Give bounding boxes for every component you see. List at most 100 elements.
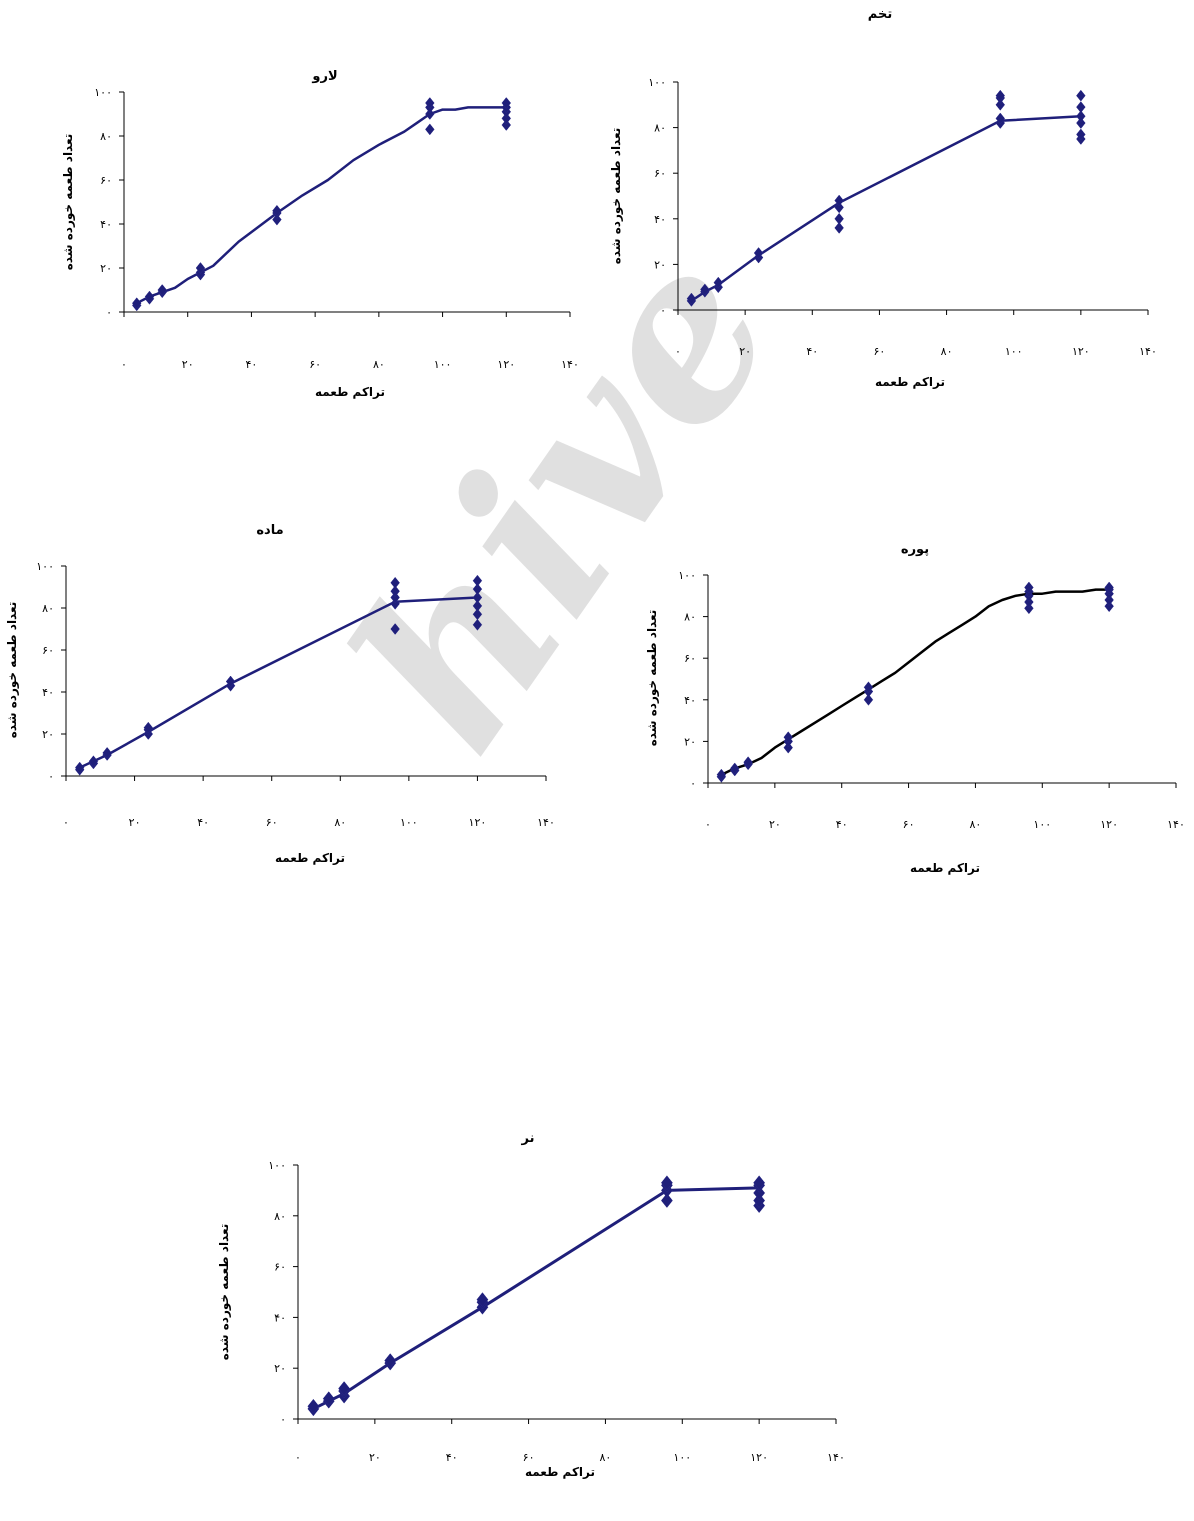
data-point [322, 1391, 335, 1407]
data-point [425, 123, 435, 136]
x-axis-label: تراکم طعمه [875, 375, 945, 389]
x-tick-label: ۴۰ [806, 345, 818, 358]
y-axis-label: تعداد طعمه خورده شده [217, 1224, 232, 1361]
x-tick-label: ۱۴۰ [827, 1451, 845, 1464]
chart-title: لارو [311, 69, 337, 84]
data-point [472, 574, 483, 587]
data-point [783, 731, 793, 744]
data-point [195, 262, 206, 274]
data-point [307, 1398, 320, 1414]
x-tick-label: ۲۰ [182, 358, 194, 371]
data-point [88, 755, 99, 768]
data-point [143, 721, 154, 734]
y-tick-label: ۲۰ [42, 728, 54, 741]
series-fit-line [312, 1186, 760, 1411]
chart-larva: ۰ ۲۰ ۴۰ ۶۰ ۸۰ ۱۰۰ ۱۲۰ ۱۴۰ ۰ ۲۰ ۴۰ ۶۰ ۸۰ ۱۰۰ لارو تراکم … [61, 69, 579, 399]
data-point [863, 693, 874, 706]
data-point [1076, 101, 1086, 113]
data-point [753, 1185, 766, 1201]
x-tick-label: ۰ [705, 818, 711, 831]
y-tick-label: ۸۰ [684, 611, 696, 624]
y-tick-label: ۰ [660, 304, 666, 317]
y-tick-label: ۸۰ [100, 130, 112, 143]
x-tick-label: ۶۰ [266, 816, 278, 829]
y-tick-label: ۰ [106, 306, 112, 319]
y-tick-label: ۴۰ [274, 1311, 286, 1324]
x-tick-label: ۱۰۰ [1033, 818, 1051, 831]
series-fit-line [720, 588, 1110, 776]
data-point [501, 112, 512, 125]
x-tick-label: ۱۴۰ [1139, 345, 1157, 358]
data-point [225, 675, 236, 688]
y-tick-label: ۸۰ [654, 122, 666, 135]
data-point [1104, 594, 1114, 606]
y-tick-label: ۱۰۰ [94, 86, 112, 99]
y-tick-label: ۲۰ [100, 262, 112, 275]
data-point [700, 283, 710, 296]
x-tick-label: ۱۲۰ [1072, 345, 1090, 358]
y-tick-label: ۰ [48, 770, 54, 783]
data-point [132, 297, 142, 310]
data-point [390, 623, 400, 635]
x-tick-label: ۱۰۰ [673, 1451, 691, 1464]
data-point [157, 284, 167, 296]
y-tick-label: ۶۰ [684, 652, 696, 665]
y-axis-label: تعداد طعمه خورده شده [609, 128, 624, 265]
y-tick-label: ۲۰ [654, 258, 666, 271]
data-point [425, 97, 435, 109]
y-tick-label: ۴۰ [100, 218, 112, 231]
x-tick-label: ۱۴۰ [561, 358, 579, 371]
data-point [472, 608, 483, 621]
x-tick-label: ۱۰۰ [400, 816, 418, 829]
data-point [783, 741, 793, 754]
y-tick-label: ۱۰۰ [36, 560, 54, 573]
data-point [1076, 128, 1086, 141]
data-point [686, 292, 697, 305]
chart-title: تخم [868, 7, 892, 22]
chart-male: ۰ ۲۰ ۴۰ ۶۰ ۸۰ ۱۰۰ ۱۲۰ ۱۴۰ ۰ ۲۰ ۴۰ ۶۰ ۸۰ ۱۰۰ نر تراکم طع… [217, 1131, 845, 1479]
y-tick-label: ۸۰ [42, 602, 54, 615]
data-point [390, 585, 400, 598]
y-tick-label: ۱۰۰ [678, 569, 696, 582]
y-axis-label: تعداد طعمه خورده شده [645, 610, 660, 747]
x-axis-label: تراکم طعمه [910, 861, 980, 875]
x-tick-label: ۱۰۰ [434, 358, 452, 371]
data-point [995, 98, 1006, 111]
data-point [716, 768, 727, 781]
data-point [472, 591, 483, 604]
x-tick-label: ۲۰ [769, 818, 781, 831]
data-point [338, 1381, 351, 1396]
y-tick-label: ۸۰ [274, 1210, 286, 1223]
x-tick-label: ۶۰ [523, 1451, 535, 1464]
data-point [102, 746, 112, 759]
data-point [144, 290, 155, 303]
y-tick-label: ۶۰ [274, 1261, 286, 1274]
x-tick-label: ۰ [675, 345, 681, 358]
x-axis-label: تراکم طعمه [275, 851, 345, 865]
data-point [501, 97, 512, 109]
x-tick-label: ۱۲۰ [750, 1451, 768, 1464]
data-point [472, 618, 483, 631]
data-point [1076, 110, 1086, 123]
data-point [753, 1193, 766, 1208]
data-point [476, 1292, 489, 1308]
x-tick-label: ۴۰ [446, 1451, 458, 1464]
chart-title: ماده [256, 523, 283, 538]
x-tick-label: ۲۰ [739, 345, 751, 358]
data-point [753, 247, 764, 259]
y-tick-label: ۴۰ [684, 694, 696, 707]
x-tick-label: ۶۰ [903, 818, 915, 831]
data-point [390, 597, 400, 610]
chart-title: نر [521, 1131, 535, 1146]
x-tick-label: ۶۰ [309, 358, 321, 371]
y-axis-label: تعداد طعمه خورده شده [5, 602, 20, 739]
data-point [425, 108, 435, 120]
data-point [272, 213, 282, 226]
x-tick-label: ۲۰ [369, 1451, 381, 1464]
data-point [834, 201, 844, 214]
y-tick-label: ۱۰۰ [648, 76, 666, 89]
data-point [1024, 596, 1034, 608]
x-tick-label: ۰ [121, 358, 127, 371]
data-point [1076, 89, 1086, 102]
